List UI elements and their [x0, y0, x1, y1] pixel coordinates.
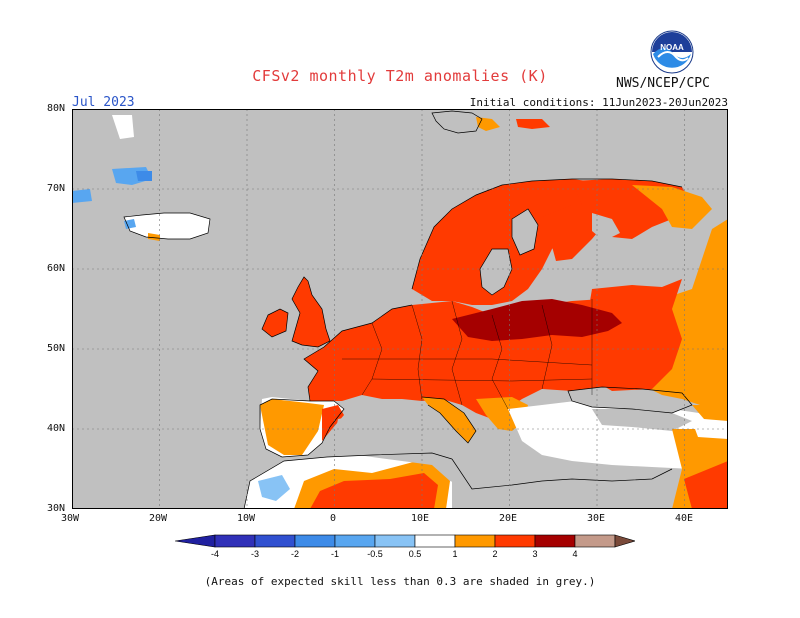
footnote: (Areas of expected skill less than 0.3 a…	[204, 575, 596, 588]
gulf-bothnia	[512, 209, 538, 255]
anomaly-map	[72, 109, 728, 509]
lat-label-60n: 60N	[47, 263, 66, 274]
greenland-blue2	[72, 189, 92, 203]
colorbar-bin-7	[454, 534, 496, 548]
lon-label-30e: 30E	[587, 513, 606, 524]
colorbar-bin-6	[414, 534, 456, 548]
ireland	[262, 309, 288, 337]
colorbar-bin-1	[214, 534, 256, 548]
colorbar-label-m3: -3	[251, 549, 259, 559]
arctic-orange	[632, 185, 712, 229]
italy	[422, 397, 476, 443]
west-africa-blue	[258, 475, 290, 501]
lon-label-30w: 30W	[61, 513, 80, 524]
logo-text: NOAA	[660, 43, 684, 52]
iceland-orange	[148, 233, 160, 241]
lon-label-20e: 20E	[499, 513, 518, 524]
colorbar-label-m2: -2	[291, 549, 299, 559]
caucasus-white	[692, 421, 728, 439]
lon-label-40e: 40E	[675, 513, 694, 524]
colorbar-label-m05: -0.5	[367, 549, 383, 559]
colorbar-label-p1: 1	[452, 549, 457, 559]
north-africa-hot	[310, 473, 438, 509]
lat-label-70n: 70N	[47, 183, 66, 194]
initial-conditions-label: Initial conditions: 11Jun2023-20Jun2023	[469, 96, 728, 109]
middle-east-hot	[684, 461, 728, 509]
colorbar-min-arrow	[175, 534, 216, 548]
iceland	[124, 213, 210, 239]
chart-title: CFSv2 monthly T2m anomalies (K)	[252, 67, 548, 85]
anatolia-grey	[592, 409, 692, 431]
mediterranean	[334, 411, 652, 489]
white-sea	[592, 213, 620, 241]
colorbar-bin-5	[374, 534, 416, 548]
colorbar-max-arrow	[614, 534, 635, 548]
colorbar-label-m1: -1	[331, 549, 339, 559]
caucasus-warm	[692, 405, 728, 421]
lat-label-40n: 40N	[47, 423, 66, 434]
lon-label-0: 0	[330, 513, 337, 524]
colorbar-label-m4: -4	[211, 549, 219, 559]
great-britain	[292, 277, 330, 347]
country-borders	[342, 299, 593, 410]
colorbar-bin-10	[574, 534, 616, 548]
graticule	[72, 109, 728, 509]
lat-label-80n: 80N	[47, 103, 66, 114]
colorbar-label-p2: 2	[492, 549, 497, 559]
colorbar-bin-9	[534, 534, 576, 548]
svalbard-hot	[516, 119, 550, 129]
colorbar-label-p05: 0.5	[409, 549, 422, 559]
colorbar-bin-4	[334, 534, 376, 548]
poland-baltic-hot	[452, 299, 622, 341]
colorbar-label-p3: 3	[532, 549, 537, 559]
lon-label-10w: 10W	[237, 513, 256, 524]
iceland-blue	[124, 219, 136, 229]
colorbar-bin-3	[294, 534, 336, 548]
baltic-sea	[480, 249, 512, 295]
greenland-white	[112, 115, 134, 139]
colorbar-bin-2	[254, 534, 296, 548]
map-frame	[72, 109, 728, 509]
svalbard-warm	[476, 117, 500, 131]
agency-label: NWS/NCEP/CPC	[616, 76, 710, 91]
valid-month-label: Jul 2023	[72, 95, 135, 110]
noaa-logo: NOAA	[650, 30, 694, 74]
lat-label-50n: 50N	[47, 343, 66, 354]
colorbar-bin-8	[494, 534, 536, 548]
russia-central	[582, 279, 682, 391]
svalbard	[432, 111, 482, 133]
iberia-warm	[260, 399, 324, 455]
lon-label-10e: 10E	[411, 513, 430, 524]
colorbar-label-p4: 4	[572, 549, 577, 559]
colorbar: -4 -3 -2 -1 -0.5 0.5 1 2 3 4	[175, 534, 635, 559]
lat-label-30n: 30N	[47, 503, 66, 514]
lon-label-20w: 20W	[149, 513, 168, 524]
coastlines	[123, 110, 693, 509]
greenland-blue3	[136, 171, 152, 181]
